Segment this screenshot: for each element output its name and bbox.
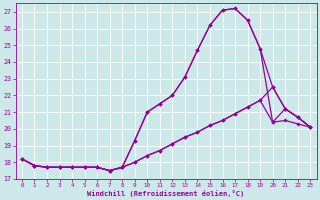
X-axis label: Windchill (Refroidissement éolien,°C): Windchill (Refroidissement éolien,°C): [87, 190, 245, 197]
